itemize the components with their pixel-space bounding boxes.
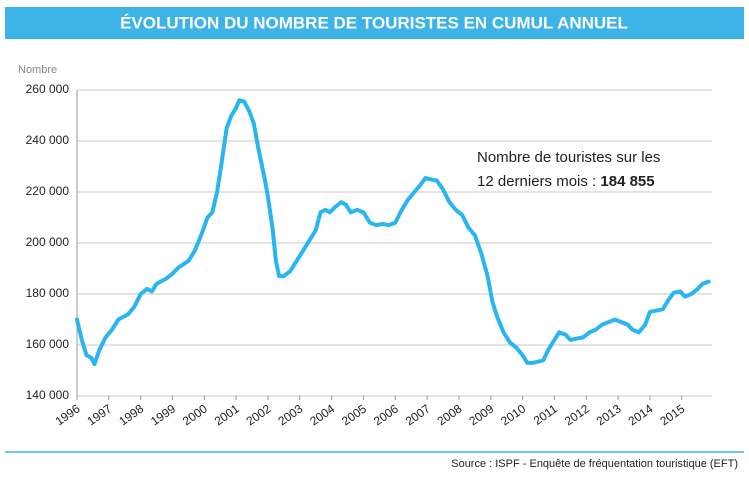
x-tick-label: 2008: [435, 401, 465, 428]
y-tick-label: 260 000: [26, 82, 70, 96]
title-band: [5, 7, 744, 39]
x-tick-label: 2014: [626, 401, 656, 428]
x-tick-label: 1999: [148, 401, 178, 428]
x-tick-label: 2005: [339, 401, 369, 428]
x-tick-label: 2013: [594, 401, 624, 428]
chart-title: ÉVOLUTION DU NOMBRE DE TOURISTES EN CUMU…: [120, 13, 628, 32]
x-tick-label: 2001: [212, 401, 242, 428]
source: Source : ISPF - Enquête de fréquentation…: [451, 458, 738, 470]
y-tick-label: 160 000: [26, 337, 70, 351]
x-tick-label: 1997: [84, 401, 114, 428]
y-tick-label: 240 000: [26, 133, 70, 147]
x-tick-label: 2004: [307, 401, 337, 428]
annotation-text: 12 derniers mois :: [477, 173, 596, 190]
x-tick-label: 1998: [116, 401, 146, 428]
x-tick-label: 2006: [371, 401, 401, 428]
y-tick-label: 220 000: [26, 184, 70, 198]
x-tick-label: 2012: [562, 401, 592, 428]
y-tick-label: 180 000: [26, 286, 70, 300]
x-tick-label: 2011: [531, 401, 560, 427]
annotation-value: 184 855: [600, 173, 654, 190]
x-tick-label: 2000: [180, 401, 210, 428]
x-tick-label: 2015: [657, 401, 687, 428]
x-tick-label: 1996: [53, 401, 83, 428]
annotation-line2: 12 derniers mois : 184 855: [477, 173, 655, 190]
x-tick-label: 2002: [244, 401, 274, 428]
y-tick-label: 140 000: [26, 388, 70, 402]
x-tick-label: 2010: [498, 401, 528, 428]
x-tick-label: 2003: [275, 401, 305, 428]
x-tick-label: 2007: [403, 401, 433, 428]
y-axis-label: Nombre: [18, 64, 57, 76]
annotation-line1: Nombre de touristes sur les: [477, 149, 660, 166]
x-tick-label: 2009: [466, 401, 496, 428]
y-tick-label: 200 000: [26, 235, 70, 249]
data-line: [75, 98, 711, 367]
